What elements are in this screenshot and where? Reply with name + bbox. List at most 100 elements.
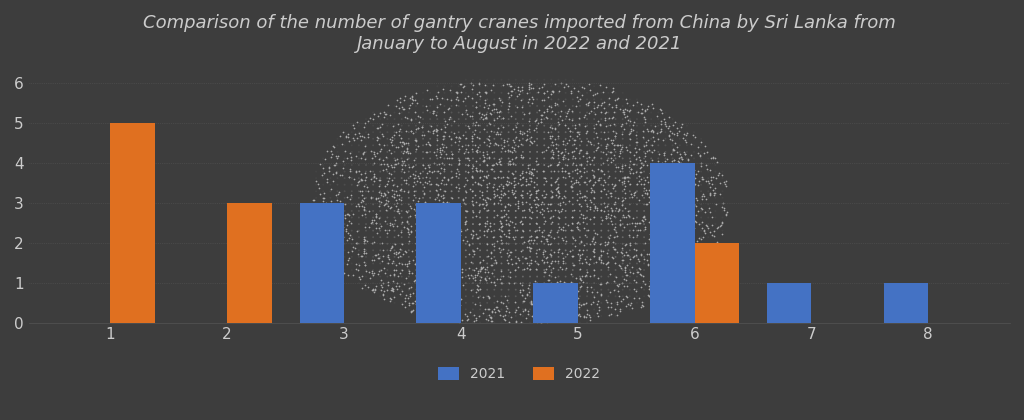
Point — [589, 206, 605, 213]
Point — [386, 181, 402, 188]
Point — [494, 214, 510, 220]
Point — [318, 209, 335, 215]
Point — [348, 239, 365, 246]
Point — [546, 284, 562, 291]
Point — [452, 138, 468, 145]
Point — [636, 113, 652, 120]
Point — [377, 192, 393, 199]
Point — [629, 280, 645, 286]
Point — [380, 282, 396, 289]
Point — [550, 188, 566, 194]
Point — [609, 301, 626, 308]
Point — [665, 146, 681, 153]
Point — [387, 129, 403, 136]
Point — [539, 258, 555, 265]
Point — [614, 144, 631, 151]
Point — [526, 284, 543, 291]
Point — [331, 252, 347, 258]
Point — [453, 80, 469, 87]
Point — [602, 121, 618, 128]
Point — [326, 178, 342, 184]
Point — [608, 273, 625, 280]
Point — [425, 109, 441, 116]
Point — [389, 160, 406, 166]
Point — [623, 166, 639, 173]
Point — [314, 235, 331, 242]
Point — [327, 254, 343, 260]
Point — [522, 254, 539, 260]
Point — [572, 162, 589, 169]
Point — [486, 96, 503, 103]
Point — [678, 139, 694, 146]
Point — [458, 218, 474, 224]
Point — [606, 97, 623, 103]
Point — [422, 221, 438, 228]
Point — [559, 140, 575, 147]
Point — [666, 157, 682, 164]
Point — [465, 162, 481, 168]
Point — [572, 265, 589, 272]
Point — [420, 304, 436, 310]
Point — [586, 280, 602, 286]
Point — [562, 280, 579, 287]
Point — [700, 188, 717, 194]
Point — [465, 234, 481, 241]
Point — [600, 155, 616, 162]
Point — [416, 291, 432, 298]
Point — [522, 76, 539, 83]
Point — [564, 219, 581, 226]
Point — [527, 303, 544, 310]
Point — [350, 227, 367, 234]
Point — [537, 116, 553, 123]
Point — [415, 142, 431, 149]
Point — [383, 192, 399, 199]
Point — [647, 211, 664, 218]
Point — [403, 270, 420, 276]
Point — [537, 254, 553, 260]
Point — [429, 129, 445, 136]
Point — [626, 252, 642, 259]
Point — [668, 180, 684, 187]
Point — [394, 218, 411, 225]
Point — [488, 304, 505, 310]
Point — [357, 162, 374, 168]
Point — [411, 125, 427, 132]
Point — [489, 211, 506, 218]
Point — [565, 288, 582, 295]
Point — [571, 181, 588, 188]
Point — [501, 201, 517, 208]
Point — [658, 180, 675, 187]
Point — [443, 83, 460, 89]
Point — [373, 199, 389, 205]
Point — [380, 198, 396, 205]
Point — [472, 122, 488, 129]
Point — [419, 170, 435, 176]
Point — [489, 237, 506, 244]
Point — [622, 107, 638, 113]
Point — [461, 264, 477, 271]
Point — [570, 128, 587, 135]
Point — [435, 198, 452, 205]
Point — [393, 267, 410, 273]
Point — [544, 133, 560, 139]
Point — [599, 211, 615, 218]
Point — [620, 212, 636, 218]
Point — [686, 135, 702, 142]
Point — [413, 297, 429, 304]
Point — [683, 162, 699, 168]
Point — [508, 116, 524, 123]
Point — [419, 179, 435, 186]
Point — [387, 161, 403, 168]
Point — [612, 249, 629, 256]
Point — [315, 168, 332, 175]
Point — [429, 89, 445, 96]
Point — [652, 262, 669, 268]
Point — [642, 277, 658, 284]
Point — [479, 201, 496, 208]
Point — [688, 194, 705, 201]
Point — [645, 238, 662, 244]
Point — [386, 109, 402, 116]
Point — [548, 186, 564, 192]
Point — [365, 162, 381, 168]
Point — [343, 149, 359, 155]
